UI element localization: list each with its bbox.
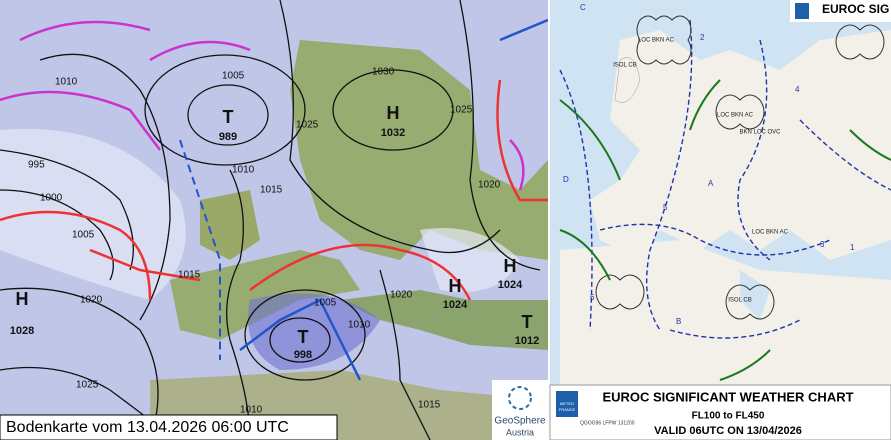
chart-title: EUROC SIGNIFICANT WEATHER CHART: [602, 389, 853, 404]
cloud: [420, 228, 520, 292]
caption-box: [0, 414, 338, 440]
pressure-value: 1024: [498, 279, 523, 291]
flight-levels: FL100 to FL450: [692, 411, 765, 422]
pressure-letter: H: [504, 256, 517, 276]
area-label: D: [563, 175, 569, 184]
isobar-label: 1015: [418, 400, 441, 411]
isobar-label: 1005: [222, 71, 245, 82]
area-label: 4: [795, 85, 800, 94]
title-box: [549, 384, 891, 440]
divider: [548, 0, 550, 440]
cloud-label: ISOL CB: [613, 63, 636, 69]
area-label: A: [708, 179, 714, 188]
pressure-value: 1012: [515, 335, 539, 347]
isobar-label: 1005: [72, 230, 95, 241]
area-label: C: [580, 3, 586, 12]
logo-text: Austria: [506, 427, 534, 437]
area-label: 5: [663, 203, 668, 212]
cloud-label: LOC BKN AC: [717, 113, 754, 119]
pressure-letter: H: [16, 289, 29, 309]
cloud-label: LOC BKN AC: [752, 230, 789, 236]
logo-icon: [508, 386, 532, 410]
valid-time: VALID 06UTC ON 13/04/2026: [654, 425, 802, 437]
pressure-centers: H 1032 T 989 H 1028 T 998 H 1024 H 1024 …: [10, 103, 539, 361]
area-label: 6: [590, 293, 595, 302]
land: [560, 240, 891, 385]
isobar-label: 1020: [80, 295, 103, 306]
bulletin-id: QGOG96 LFPW 131200: [580, 420, 635, 426]
isobar-label: 1025: [76, 380, 99, 391]
isobar-label: 1010: [232, 165, 255, 176]
issuer-logo: [795, 3, 809, 19]
issuer-text: METEO: [560, 401, 574, 406]
isobar-label: 1020: [478, 180, 501, 191]
map-caption: Bodenkarte vom 13.04.2026 06:00 UTC: [6, 419, 289, 436]
area-label: 2: [700, 33, 705, 42]
surface-map: 1010 1005 995 1000 1005 1010 1015 1030 1…: [0, 0, 549, 440]
isobar-label: 1030: [372, 67, 395, 78]
logo-text: GeoSphere: [494, 416, 546, 427]
isobar-label: 1025: [296, 120, 319, 131]
cloud: [248, 293, 380, 370]
isobar-label: 1015: [260, 185, 283, 196]
isobar-labels: 1010 1005 995 1000 1005 1010 1015 1030 1…: [28, 67, 501, 416]
land: [170, 250, 360, 340]
sigwx-chart: 1 2 3 4 5 6 A B C D ISOL CB LOC BKN AC B…: [549, 0, 891, 440]
pressure-value: 998: [294, 349, 312, 361]
area-label: B: [676, 317, 681, 326]
area-label: 1: [850, 243, 855, 252]
isobar-label: 1010: [240, 405, 263, 416]
isobar-label: 995: [28, 160, 45, 171]
fronts: [0, 18, 549, 381]
isobar-label: 1005: [314, 298, 337, 309]
land: [590, 30, 891, 260]
sea: [740, 270, 770, 320]
issuer-text: FRANCE: [559, 407, 576, 412]
cloud-label: BKN LOC OVC: [739, 130, 781, 136]
pressure-letter: T: [522, 312, 533, 332]
area-label: 3: [820, 240, 825, 249]
land: [340, 290, 548, 350]
isobar-label: 1015: [178, 270, 201, 281]
issuer-logo: [556, 391, 578, 417]
isobar-label: 1000: [40, 193, 63, 204]
pressure-letter: T: [298, 327, 309, 347]
land: [290, 40, 548, 260]
cloud-label: LOC BKN AC: [638, 38, 675, 44]
isobar-label: 1020: [390, 290, 413, 301]
area-labels: 1 2 3 4 5 6 A B C D: [563, 3, 855, 326]
header-title: EUROC SIG: [822, 2, 889, 16]
header-box: [790, 0, 891, 22]
pressure-value: 1032: [381, 127, 405, 139]
cloud-labels: ISOL CB LOC BKN AC BKN LOC OVC LOC BKN A…: [613, 38, 788, 304]
isobar-label: 1010: [348, 320, 371, 331]
pressure-letter: H: [387, 103, 400, 123]
pressure-letter: H: [449, 276, 462, 296]
cloud-label: ISOL CB: [728, 298, 751, 304]
land: [614, 57, 641, 103]
isobar-label: 1010: [55, 77, 78, 88]
cloud: [0, 128, 186, 300]
pressure-letter: T: [223, 107, 234, 127]
pressure-value: 1024: [443, 299, 468, 311]
isobar-label: 1025: [450, 105, 473, 116]
pressure-value: 989: [219, 131, 237, 143]
pressure-value: 1028: [10, 325, 34, 337]
boundaries: [559, 15, 891, 381]
